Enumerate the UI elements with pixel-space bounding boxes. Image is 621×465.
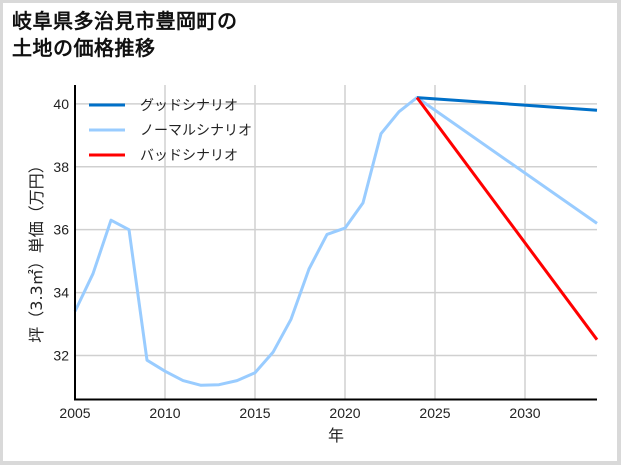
y-axis-label: 坪（3.3㎡）単価（万円） bbox=[27, 157, 46, 342]
series-line bbox=[415, 96, 599, 341]
x-tick-label: 2015 bbox=[239, 405, 270, 421]
title-line-1: 岐阜県多治見市豊岡町の bbox=[12, 9, 238, 33]
axes bbox=[74, 85, 597, 401]
legend-label: グッドシナリオ bbox=[140, 98, 238, 114]
y-tick-label: 36 bbox=[53, 222, 69, 238]
title-line-2: 土地の価格推移 bbox=[12, 36, 156, 60]
legend-label: バッドシナリオ bbox=[140, 148, 238, 164]
chart-frame bbox=[3, 3, 617, 461]
series-line bbox=[73, 96, 598, 387]
x-axis-label: 年 bbox=[328, 426, 344, 445]
x-tick-label: 2010 bbox=[149, 405, 180, 421]
y-tick-label: 40 bbox=[53, 96, 69, 112]
y-tick-labels: 32 34 36 38 40 bbox=[53, 96, 69, 364]
x-tick-label: 2030 bbox=[509, 405, 540, 421]
x-tick-label: 2005 bbox=[59, 405, 90, 421]
data-series bbox=[73, 96, 599, 387]
legend-label: ノーマルシナリオ bbox=[140, 123, 252, 139]
chart-title: 岐阜県多治見市豊岡町の 土地の価格推移 bbox=[12, 8, 238, 62]
x-tick-label: 2020 bbox=[329, 405, 360, 421]
y-tick-label: 34 bbox=[53, 285, 69, 301]
y-tick-label: 32 bbox=[53, 347, 69, 363]
series-line bbox=[416, 96, 598, 112]
y-tick-label: 38 bbox=[53, 159, 69, 175]
x-tick-labels: 2005 2010 2015 2020 2025 2030 bbox=[59, 405, 540, 421]
x-tick-label: 2025 bbox=[419, 405, 450, 421]
